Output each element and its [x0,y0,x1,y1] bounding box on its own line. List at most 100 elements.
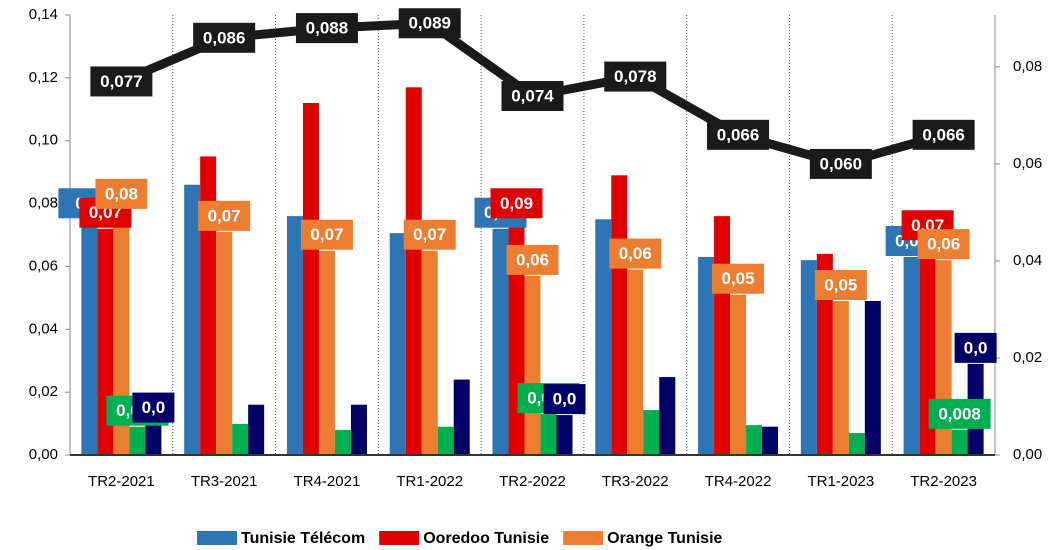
label-box [132,392,175,423]
bar [951,429,968,455]
y-tick-label: 0,04 [29,320,58,337]
label-box [917,229,970,260]
bar [730,294,747,455]
x-tick-label: TR4-2021 [294,473,361,490]
bar [556,415,573,455]
bar [864,301,881,455]
label-box [954,332,997,363]
bar [816,253,833,455]
legend-swatch [563,531,604,545]
data-label: 0,060 [820,154,863,173]
label-box [712,263,765,294]
label-box [198,200,251,231]
bar [524,275,541,455]
data-label: 0,09 [500,194,533,213]
data-label: 0,088 [306,19,349,38]
bar [903,257,920,455]
label-box [490,188,543,219]
y2-tick-label: 0,08 [1013,58,1042,75]
bar [848,433,865,455]
data-label: 0,07 [310,225,343,244]
label-box [193,22,256,53]
legend-label: Tunisie Télécom [241,530,365,547]
y2-tick-label: 0,06 [1013,155,1042,172]
label-box [295,13,358,44]
label-box [912,119,975,150]
bar [286,216,303,455]
bar [437,426,454,455]
x-tick-label: TR1-2022 [396,473,463,490]
label-box [928,398,991,429]
label-box [543,384,586,415]
bar [350,404,367,455]
bar [184,184,201,455]
data-label: 0,05 [824,275,857,294]
y-tick-label: 0,06 [29,257,58,274]
label-box [398,8,461,39]
legend-swatch [197,531,237,545]
data-label: 0,0 [142,398,166,417]
label-box [95,178,148,209]
x-tick-label: TR2-2023 [910,473,977,490]
data-label: 0,066 [717,125,760,144]
data-label: 0,07 [208,206,241,225]
data-label: 0,074 [511,86,554,105]
data-label: 0,07 [413,225,446,244]
legend-swatch [379,531,420,545]
bar [232,423,249,455]
label-box [609,238,662,269]
y2-tick-label: 0,04 [1013,252,1042,269]
data-label: 0,08 [105,184,138,203]
bar [421,250,438,455]
bar [405,87,422,456]
x-tick-label: TR1-2023 [807,473,874,490]
bar [659,377,676,455]
label-box [501,81,564,112]
y2-tick-label: 0,02 [1013,349,1042,366]
bar [800,260,817,455]
bar [389,233,406,455]
x-tick-label: TR2-2022 [499,473,566,490]
bar [714,216,731,455]
bar [832,301,849,455]
y-tick-label: 0,00 [29,446,58,463]
label-box [300,219,353,250]
legend-label: Ooredoo Tunisie [423,530,549,547]
data-label: 0,0 [553,390,577,409]
bar [334,429,351,455]
y-tick-label: 0,08 [29,195,58,212]
data-label: 0,0 [964,338,988,357]
data-label: 0,05 [722,269,755,288]
bar [627,269,644,455]
bar [302,103,319,455]
bar [113,209,130,455]
bar [595,219,612,455]
bar [643,410,660,455]
bar [216,231,233,455]
x-tick-label: TR2-2021 [88,473,155,490]
data-label: 0,078 [614,67,657,86]
label-box [707,119,770,150]
bar [248,404,265,455]
label-box [809,148,872,179]
bar [453,379,470,455]
label-box [90,66,153,97]
x-tick-label: TR4-2022 [705,473,772,490]
bar [129,426,146,455]
bar [200,156,217,455]
bar [762,426,779,455]
y-tick-label: 0,10 [29,132,58,149]
data-label: 0,089 [408,14,451,33]
data-label: 0,066 [922,125,965,144]
data-label: 0,086 [203,28,246,47]
label-box [506,244,559,275]
data-label: 0,077 [100,72,143,91]
legend-label: Orange Tunisie [607,530,722,547]
data-label: 0,06 [619,244,652,263]
label-box [604,61,667,92]
label-box [403,219,456,250]
data-label: 0,06 [927,235,960,254]
y-tick-label: 0,14 [29,6,58,23]
label-box [814,270,867,300]
